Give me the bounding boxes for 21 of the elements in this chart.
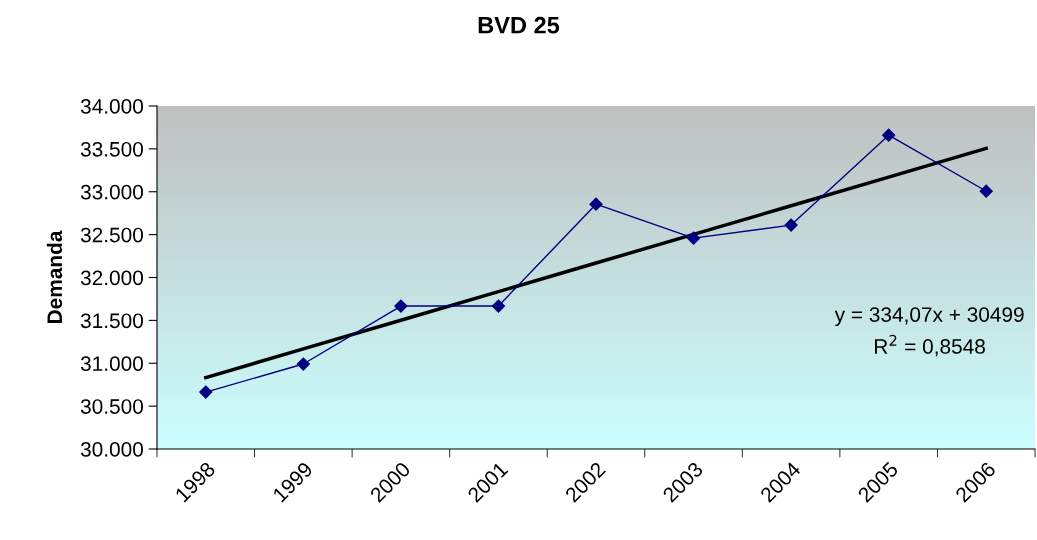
chart-title: BVD 25: [478, 16, 560, 34]
y-tick-label: 32.000: [80, 270, 143, 286]
point: [784, 218, 798, 232]
point: [686, 231, 701, 245]
y-tick-label: 34.000: [80, 99, 143, 114]
point: [979, 184, 993, 198]
point: [394, 299, 408, 313]
point: [296, 357, 310, 371]
point: [199, 385, 213, 399]
y-tick-label: 32.500: [80, 227, 143, 243]
y-axis-title: Demanda: [46, 230, 63, 323]
point: [491, 299, 506, 313]
y-tick-label: 31.000: [80, 356, 143, 371]
y-tick-label: 33.500: [80, 141, 143, 157]
y-tick-label: 30.000: [80, 442, 143, 457]
annotation: y = 334,07x + 30499 R$^{2}$ = 0,8548: [834, 307, 1024, 357]
point: [882, 128, 896, 142]
y-tick-label: 33.000: [80, 184, 143, 200]
y-tick-label: 30.500: [80, 399, 143, 414]
point: [589, 197, 603, 211]
y-tick-label: 31.500: [80, 313, 143, 329]
